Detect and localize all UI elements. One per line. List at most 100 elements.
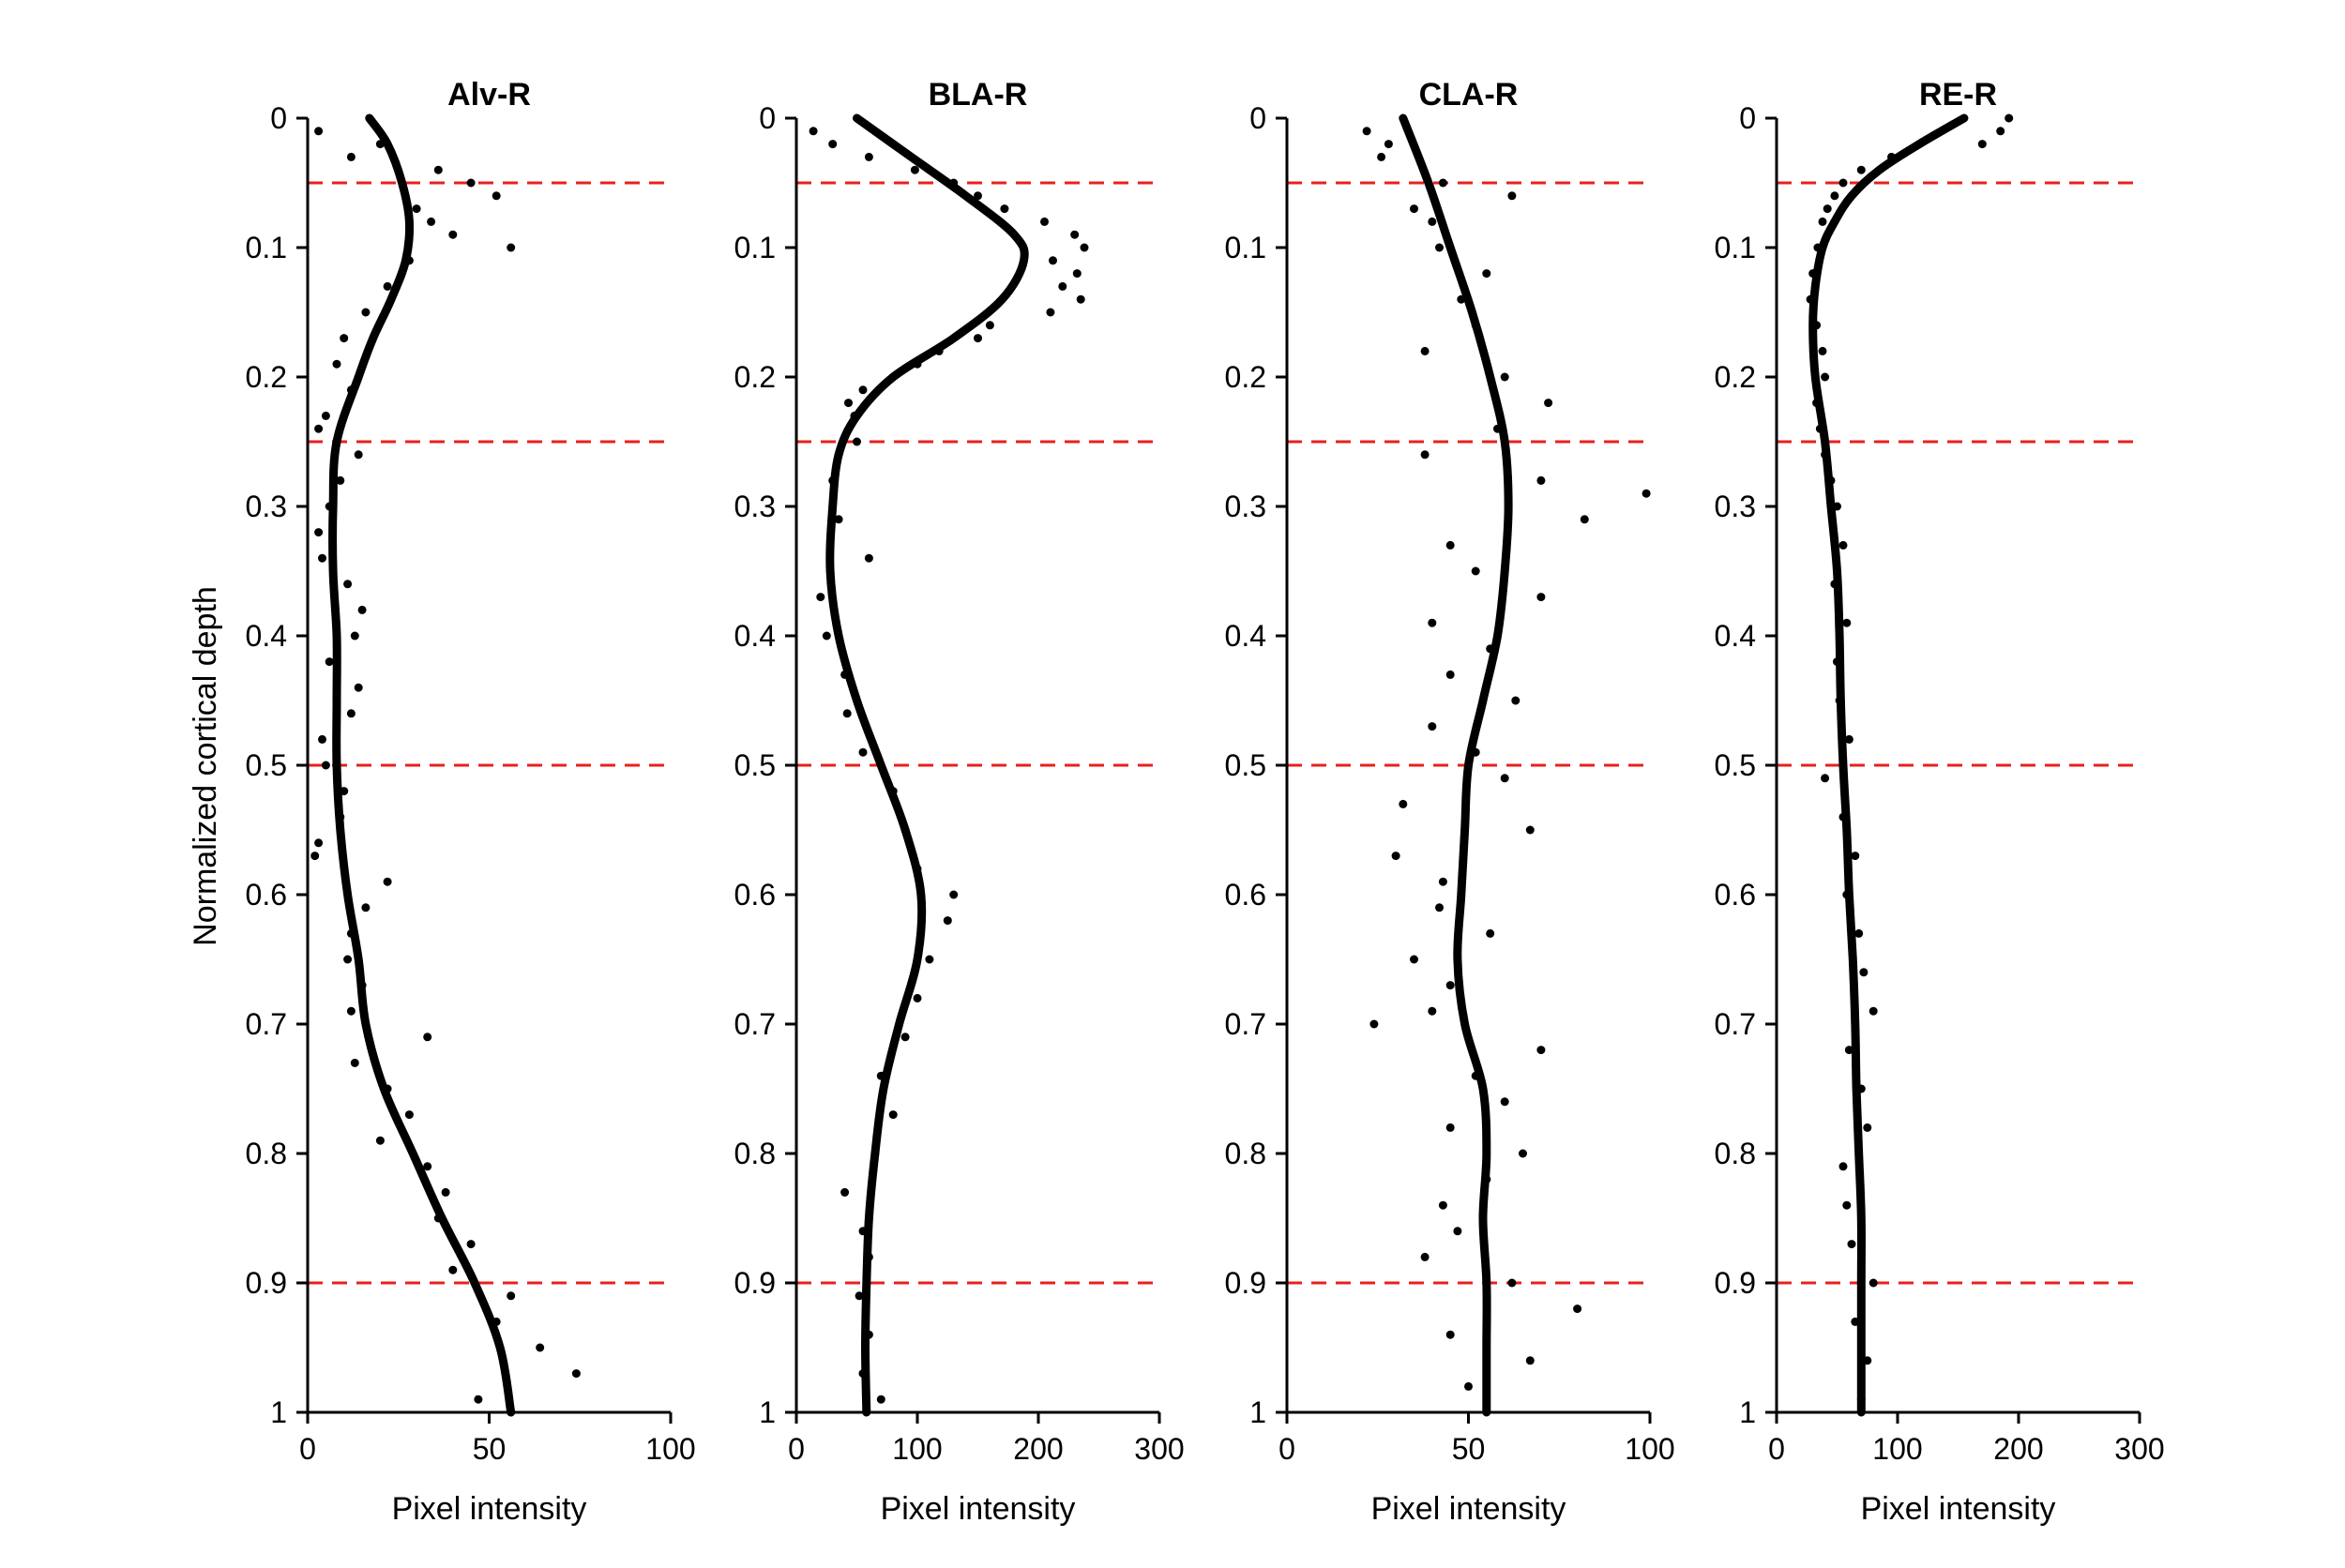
- data-point: [1445, 670, 1455, 679]
- y-tick-label: 0.9: [1715, 1266, 1756, 1300]
- data-point: [1838, 540, 1848, 550]
- data-point: [1040, 217, 1049, 226]
- data-point: [1977, 140, 1987, 149]
- y-tick-label: 0.2: [1715, 360, 1756, 394]
- data-point: [383, 281, 392, 291]
- data-point: [1856, 165, 1866, 174]
- y-tick-label: 0.2: [246, 360, 287, 394]
- data-point: [346, 152, 356, 161]
- data-point: [1847, 1240, 1856, 1249]
- x-tick-label: 100: [892, 1432, 942, 1466]
- y-tick-label: 0.5: [1225, 748, 1266, 782]
- y-tick-label: 0.9: [734, 1266, 776, 1300]
- data-point: [1851, 852, 1860, 861]
- x-axis-label: Pixel intensity: [1861, 1491, 2056, 1527]
- x-tick-label: 300: [2114, 1432, 2164, 1466]
- y-tick-label: 0.6: [1225, 878, 1266, 912]
- y-axis-label: Normalized cortical depth: [188, 586, 223, 946]
- data-point: [864, 553, 873, 563]
- data-point: [1072, 269, 1082, 279]
- data-point: [1420, 450, 1430, 460]
- data-point: [1070, 230, 1080, 239]
- y-tick-label: 0.7: [1225, 1007, 1266, 1041]
- data-point: [864, 152, 873, 161]
- data-point: [844, 399, 853, 408]
- data-point: [1842, 618, 1852, 627]
- data-point: [492, 191, 501, 201]
- data-point: [1428, 1006, 1437, 1016]
- data-point: [343, 580, 353, 589]
- x-tick-label: 0: [299, 1432, 316, 1466]
- y-tick-label: 0.8: [1225, 1137, 1266, 1170]
- panel-title: RE-R: [1919, 77, 1997, 113]
- y-tick-label: 0.1: [1715, 231, 1756, 264]
- data-point: [1000, 204, 1009, 214]
- data-point: [343, 955, 353, 964]
- data-point: [423, 1033, 432, 1042]
- data-point: [1482, 269, 1491, 279]
- data-point: [1519, 1149, 1527, 1158]
- y-tick-label: 0.8: [734, 1137, 776, 1170]
- data-point: [1369, 1019, 1379, 1029]
- data-point: [314, 424, 324, 433]
- y-tick-label: 0.4: [734, 619, 776, 653]
- data-point: [834, 515, 843, 524]
- data-point: [1580, 515, 1589, 524]
- data-point: [858, 747, 868, 757]
- data-point: [1830, 191, 1839, 201]
- data-point: [1854, 928, 1864, 938]
- y-tick-label: 0.6: [246, 878, 287, 912]
- data-point: [1511, 696, 1520, 705]
- data-point: [423, 1162, 432, 1171]
- y-tick-label: 0.4: [246, 619, 287, 653]
- data-point: [427, 217, 436, 226]
- data-point: [809, 127, 818, 136]
- data-point: [1058, 281, 1067, 291]
- data-point: [855, 1291, 864, 1301]
- data-point: [346, 709, 356, 718]
- data-point: [466, 1240, 476, 1249]
- data-point: [1471, 566, 1480, 576]
- y-tick-label: 1: [1739, 1395, 1756, 1429]
- data-point: [876, 1395, 885, 1404]
- y-tick-label: 0.3: [1225, 490, 1266, 523]
- data-point: [822, 631, 831, 641]
- data-point: [1500, 372, 1509, 382]
- data-point: [853, 437, 861, 446]
- x-axis-label: Pixel intensity: [881, 1491, 1076, 1527]
- data-point: [340, 334, 349, 343]
- data-point: [1500, 774, 1509, 783]
- panel-2: BLA-R00.10.20.30.40.50.60.70.80.910 100 20…: [734, 77, 1185, 1527]
- data-point: [1823, 204, 1832, 214]
- data-point: [1435, 903, 1444, 912]
- panel-3: CLA-R00.10.20.30.40.50.60.70.80.910 50 100…: [1225, 77, 1675, 1527]
- data-point: [433, 165, 443, 174]
- data-point: [1486, 928, 1495, 938]
- data-point: [325, 657, 334, 667]
- data-point: [1838, 178, 1848, 188]
- y-tick-label: 0.6: [1715, 878, 1756, 912]
- y-tick-label: 0.3: [734, 490, 776, 523]
- data-point: [1438, 1200, 1447, 1210]
- data-point: [346, 1006, 356, 1016]
- x-tick-label: 200: [1013, 1432, 1063, 1466]
- data-point: [448, 230, 458, 239]
- data-point: [1525, 1356, 1535, 1365]
- data-point: [900, 1033, 910, 1042]
- data-point: [404, 1110, 414, 1120]
- data-point: [1410, 204, 1418, 214]
- data-point: [1821, 774, 1830, 783]
- data-point: [985, 321, 994, 330]
- data-point: [1818, 346, 1827, 355]
- data-point: [1410, 955, 1418, 964]
- data-point: [507, 243, 516, 252]
- data-point: [913, 993, 922, 1003]
- data-point: [1438, 877, 1447, 886]
- data-point: [314, 838, 324, 848]
- data-point: [949, 890, 959, 899]
- y-tick-label: 0.5: [734, 748, 776, 782]
- y-tick-label: 0.2: [734, 360, 776, 394]
- data-point: [1453, 1227, 1462, 1236]
- x-tick-label: 200: [1993, 1432, 2043, 1466]
